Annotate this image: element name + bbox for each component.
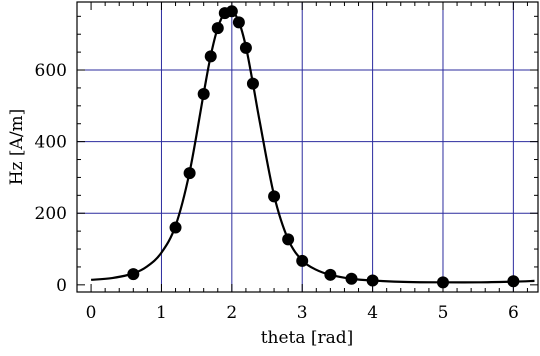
x-tick-label: 5 <box>438 303 449 323</box>
data-points <box>127 5 520 289</box>
y-axis-label: Hz [A/m] <box>7 109 27 186</box>
data-point <box>169 221 182 234</box>
x-tick-label: 2 <box>226 303 237 323</box>
data-point <box>246 77 259 90</box>
y-tick-labels: 0 200 400 600 <box>35 61 67 296</box>
x-tick-label: 1 <box>156 303 167 323</box>
data-point <box>232 16 245 29</box>
y-tick-label: 0 <box>56 276 67 296</box>
x-tick-label: 6 <box>508 303 519 323</box>
y-tick-label: 400 <box>35 133 67 153</box>
x-tick-label: 0 <box>86 303 97 323</box>
y-tick-label: 200 <box>35 204 67 224</box>
data-point <box>436 276 449 289</box>
data-point <box>211 22 224 35</box>
data-point <box>366 274 379 287</box>
data-point <box>239 41 252 54</box>
data-point <box>183 167 196 180</box>
y-tick-label: 600 <box>35 61 67 81</box>
x-axis-label: theta [rad] <box>261 328 354 348</box>
grid-lines <box>77 2 538 292</box>
axis-ticks <box>77 2 538 292</box>
fit-curve <box>90 9 535 284</box>
data-point <box>127 268 140 281</box>
data-point <box>282 233 295 246</box>
data-point <box>204 50 217 63</box>
x-tick-label: 3 <box>297 303 308 323</box>
x-tick-label: 4 <box>367 303 378 323</box>
data-point <box>324 268 337 281</box>
data-point <box>268 190 281 203</box>
plot-frame <box>76 1 539 293</box>
data-point <box>296 254 309 267</box>
data-point <box>507 275 520 288</box>
data-point <box>345 272 358 285</box>
x-tick-labels: 0 1 2 3 4 5 6 <box>86 303 519 323</box>
data-point <box>225 5 238 18</box>
data-point <box>197 88 210 101</box>
